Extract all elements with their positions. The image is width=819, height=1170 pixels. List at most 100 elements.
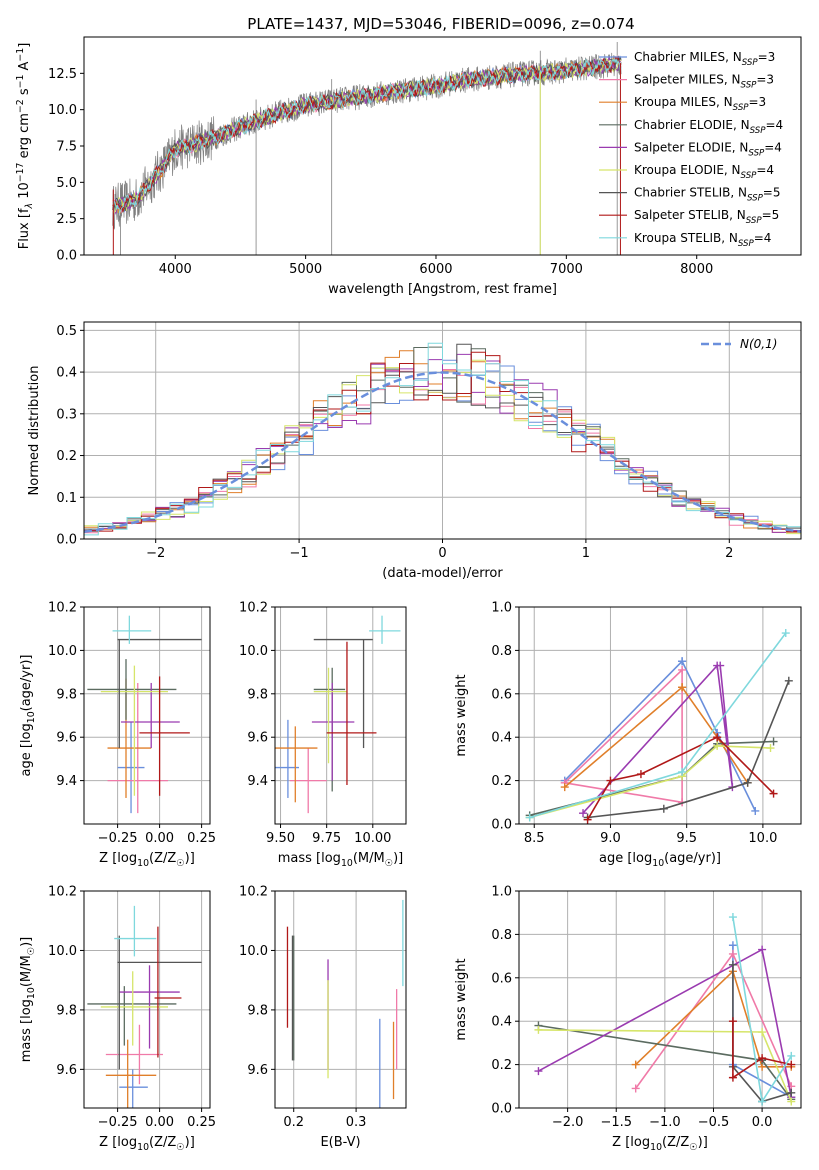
ebv_mass-xlabel: E(B-V): [320, 1135, 360, 1150]
residuals-ytick-label: 0.4: [56, 366, 77, 381]
residuals-ytick-label: 0.3: [56, 407, 77, 422]
ebv_mass-ytick-label: 9.6: [247, 1063, 268, 1078]
z_mass-xlabel: Z [log10(Z/Z☉)]: [99, 1135, 195, 1153]
z_age-ytick-label: 9.6: [56, 731, 77, 746]
residuals-xtick-label: 2: [725, 546, 733, 561]
age_weight-marker-kroupa_elodie: [766, 744, 775, 753]
spectrum-ytick-label: 10.0: [48, 103, 77, 118]
z_weight-marker-salpeter_miles: [631, 1084, 640, 1093]
residuals-hist-kroupa_stelib: [84, 342, 801, 536]
residuals-hist-chabrier_stelib: [84, 343, 801, 530]
residuals-ytick-label: 0.5: [56, 324, 77, 339]
z_mass-frame: [83, 890, 211, 1109]
age_weight-line-chabrier_stelib: [587, 680, 790, 819]
z_mass-xtick-label: 0.00: [145, 1115, 174, 1130]
spectrum-xlabel: wavelength [Angstrom, rest frame]: [328, 282, 557, 297]
age_weight-marker-kroupa_miles: [560, 783, 569, 792]
z_weight-xtick-label: −1.5: [600, 1115, 632, 1130]
legend-label-chabrier_elodie: Chabrier ELODIE, NSSP=4: [634, 118, 783, 136]
z_weight-marker-chabrier_stelib: [787, 1088, 796, 1097]
z_weight-ytick-label: 0.2: [491, 1058, 512, 1073]
residuals-frame: [83, 321, 802, 540]
residuals-ylabel: Normed distribution: [27, 366, 42, 496]
z_weight-marker-salpeter_stelib: [728, 1017, 737, 1026]
ebv_mass-ytick-label: 10.2: [239, 885, 268, 900]
age_weight-marker-chabrier_stelib: [784, 676, 793, 685]
z_age-ytick-label: 10.2: [48, 601, 77, 616]
spectrum-model-kroupa_stelib: [112, 57, 622, 215]
age_weight-ytick-label: 0.6: [491, 687, 512, 702]
age_weight-ytick-label: 0.0: [491, 818, 512, 833]
z_age-xtick-label: 0.00: [145, 831, 174, 846]
mass_age-xtick-label: 9.75: [312, 831, 341, 846]
z_weight-marker-kroupa_elodie: [758, 1028, 767, 1037]
spectrum-plot: [112, 41, 622, 255]
z_age-ytick-label: 9.4: [56, 774, 77, 789]
spectrum-xtick-label: 5000: [289, 262, 322, 277]
z_age-frame: [83, 606, 211, 825]
age_weight-marker-chabrier_stelib: [743, 778, 752, 787]
legend-label-salpeter_miles: Salpeter MILES, NSSP=3: [634, 73, 774, 91]
z_mass-ytick-label: 10.0: [48, 944, 77, 959]
z_age-plot: [87, 615, 202, 814]
residuals-ytick-label: 0.1: [56, 491, 77, 506]
z_weight-marker-salpeter_stelib: [728, 1073, 737, 1082]
ebv_mass-xtick-label: 0.2: [283, 1115, 304, 1130]
mass_age-xtick-label: 9.50: [266, 831, 295, 846]
z_weight-marker-kroupa_stelib: [787, 1051, 796, 1060]
spectrum-frame: [83, 36, 802, 256]
z_mass-xtick-label: −0.25: [98, 1115, 138, 1130]
z_weight-ylabel: mass weight: [454, 958, 469, 1040]
age_weight-line-salpeter_elodie: [582, 663, 734, 814]
age_weight-frame: [518, 606, 802, 825]
legend-label-kroupa_elodie: Kroupa ELODIE, NSSP=4: [634, 163, 774, 181]
z_age-ylabel: age [log10(age/yr)]: [19, 655, 37, 777]
residuals-xtick-label: 1: [582, 546, 590, 561]
ebv_mass-plot: [286, 899, 404, 1108]
z_weight-line-chabrier_stelib: [732, 964, 792, 1103]
z_age-xlabel: Z [log10(Z/Z☉)]: [99, 851, 195, 869]
spectrum-xtick-label: 8000: [680, 262, 713, 277]
z_weight-marker-kroupa_elodie: [787, 1097, 796, 1106]
age_weight-marker-kroupa_stelib: [525, 813, 534, 822]
mass_age-ytick-label: 9.8: [247, 687, 268, 702]
z_weight-marker-salpeter_elodie: [534, 1067, 543, 1076]
age_weight-marker-salpeter_stelib: [583, 815, 592, 824]
z_weight-marker-chabrier_stelib: [728, 960, 737, 969]
mass_age-axes: 9.50 9.75 10.00 9.4 9.6 9.8 10.0 10.2 mass [log1…: [239, 601, 406, 869]
z_mass-plot: [87, 905, 202, 1108]
ebv_mass-frame: [274, 890, 407, 1109]
z_age-xtick-label: −0.25: [98, 831, 138, 846]
z_weight-marker-salpeter_stelib: [758, 1054, 767, 1063]
mass_age-ytick-label: 10.0: [239, 644, 268, 659]
residuals-xtick-label: −1: [290, 546, 309, 561]
z_weight-plot: [534, 913, 796, 1106]
age_weight-ytick-label: 0.4: [491, 731, 512, 746]
age_weight-xtick-label: 8.5: [524, 831, 545, 846]
residuals-hist-salpeter_stelib: [84, 351, 801, 533]
residuals-axes: −2 −1 0 1 2 0.0 0.1 0.2 0.3 0.4 0.5 (data-model)/er…: [27, 322, 801, 581]
mass_age-frame: [274, 606, 407, 825]
mass_age-ytick-label: 9.6: [247, 731, 268, 746]
legend-label-chabrier_stelib: Chabrier STELIB, NSSP=5: [634, 186, 781, 204]
spectrum-xtick-label: 4000: [159, 262, 192, 277]
z_age-xtick-label: 0.25: [187, 831, 216, 846]
spectrum-ytick-label: 7.5: [56, 140, 77, 155]
z_mass-axes: −0.25 0.00 0.25 9.6 9.8 10.0 10.2 Z [log10(Z/Z☉…: [19, 885, 216, 1154]
age_weight-xtick-label: 9.0: [600, 831, 621, 846]
z_age-axes: −0.25 0.00 0.25 9.4 9.6 9.8 10.0 10.2 Z [log10(Z…: [19, 601, 216, 870]
z_weight-marker-salpeter_elodie: [758, 945, 767, 954]
residuals-xtick-label: 0: [438, 546, 446, 561]
age_weight-marker-kroupa_elodie: [713, 741, 722, 750]
z_weight-line-salpeter_stelib: [732, 1021, 792, 1080]
spectrum-ytick-label: 5.0: [56, 176, 77, 191]
age_weight-marker-salpeter_elodie: [716, 661, 725, 670]
z_weight-xlabel: Z [log10(Z/Z☉)]: [612, 1135, 708, 1153]
age_weight-marker-chabrier_miles: [678, 657, 687, 666]
spectrum-ytick-label: 12.5: [48, 67, 77, 82]
ebv_mass-ytick-label: 10.0: [239, 944, 268, 959]
z_weight-marker-kroupa_stelib: [728, 913, 737, 922]
age_weight-marker-salpeter_miles: [678, 665, 687, 674]
residuals-ytick-label: 0.0: [56, 533, 77, 548]
